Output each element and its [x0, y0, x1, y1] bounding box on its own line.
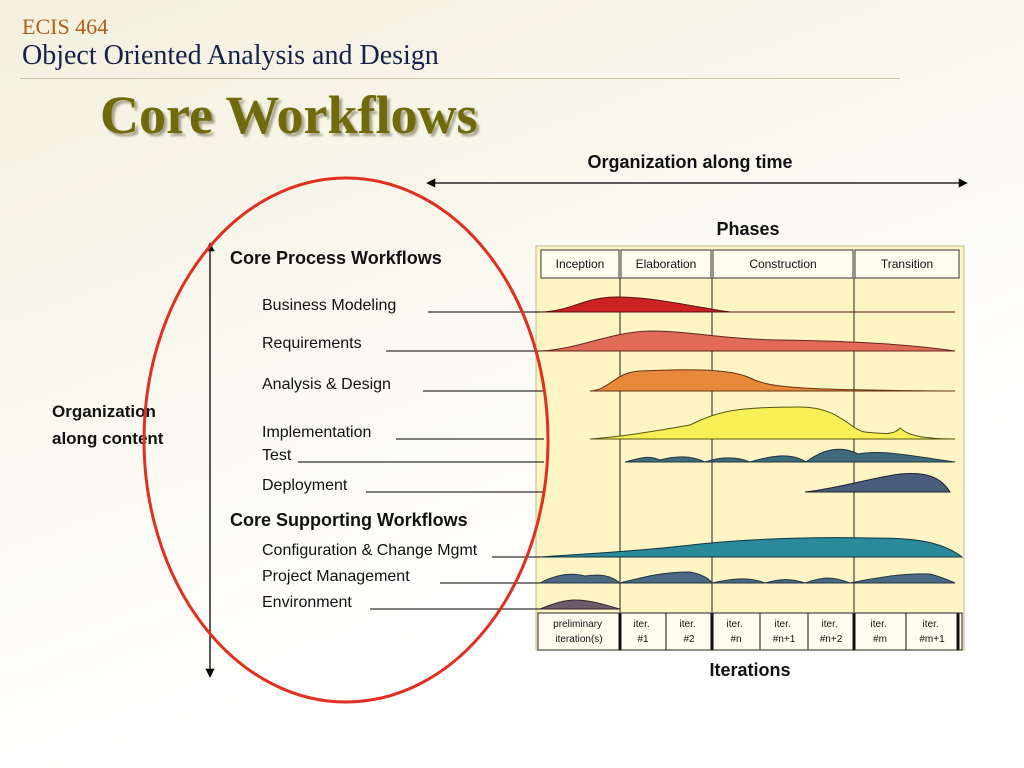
workflow-label-project-management: Project Management — [262, 568, 410, 585]
curve-project-management — [539, 571, 956, 584]
phase-box-elaboration — [620, 249, 712, 279]
workflow-label-configuration: Configuration & Change Mgmt — [262, 542, 478, 559]
iteration-cell-m: iter. #m — [871, 619, 890, 645]
iteration-cell-2: iter. #2 — [680, 619, 699, 645]
workflow-label-deployment: Deployment — [262, 477, 348, 494]
curve-configuration — [539, 537, 964, 558]
phase-box-transition — [854, 249, 960, 279]
iteration-cell-1: iter. #1 — [634, 619, 653, 645]
phase-box-inception — [540, 249, 620, 279]
workflow-label-business-modeling: Business Modeling — [262, 297, 396, 314]
workflow-label-analysis-design: Analysis & Design — [262, 376, 391, 393]
content-axis-label: Organization along content — [52, 402, 164, 448]
workflow-label-environment: Environment — [262, 594, 352, 611]
iteration-cell-n-plus-1: iter. #n+1 — [773, 619, 796, 645]
workflow-labels: Business Modeling Requirements Analysis … — [262, 297, 544, 611]
workflow-curves — [539, 296, 964, 610]
time-axis-label: Organization along time — [587, 152, 792, 172]
iteration-cell-n-plus-2: iter. #n+2 — [820, 619, 843, 645]
course-code: ECIS 464 — [22, 14, 109, 39]
phase-elaboration: Elaboration — [636, 257, 697, 271]
supporting-group-label: Core Supporting Workflows — [230, 510, 468, 530]
course-title: Object Oriented Analysis and Design — [22, 40, 439, 71]
content-axis-label-line-2: along content — [52, 429, 164, 448]
iteration-row-background — [537, 612, 963, 651]
curve-deployment — [804, 473, 951, 493]
phase-transition: Transition — [881, 257, 933, 271]
curve-environment — [539, 599, 621, 610]
content-axis-label-line-1: Organization — [52, 402, 156, 421]
phase-inception: Inception — [556, 257, 605, 271]
header-divider — [20, 78, 900, 79]
phase-header: Inception Elaboration Construction Trans… — [540, 249, 960, 279]
curve-test — [624, 448, 956, 463]
workflow-label-implementation: Implementation — [262, 424, 371, 441]
iteration-cell-preliminary: preliminary iteration(s) — [553, 619, 605, 645]
process-group-label: Core Process Workflows — [230, 248, 442, 268]
workflow-label-requirements: Requirements — [262, 335, 362, 352]
iteration-cell-m-plus-1: iter. #m+1 — [919, 619, 945, 645]
phases-label: Phases — [716, 219, 779, 239]
phase-box-construction — [712, 249, 854, 279]
curve-implementation — [589, 406, 956, 440]
slide-title: Core Workflows — [100, 85, 478, 145]
phase-construction: Construction — [749, 257, 816, 271]
iteration-cell-n: iter. #n — [727, 619, 746, 645]
workflow-label-test: Test — [262, 447, 292, 464]
curve-analysis-design — [589, 369, 956, 392]
curve-business-modeling — [539, 296, 955, 313]
iterations-label: Iterations — [709, 660, 790, 680]
highlight-circle — [142, 176, 550, 704]
iteration-row: preliminary iteration(s) iter. #1 iter. … — [537, 612, 963, 651]
curve-requirements — [539, 330, 956, 352]
